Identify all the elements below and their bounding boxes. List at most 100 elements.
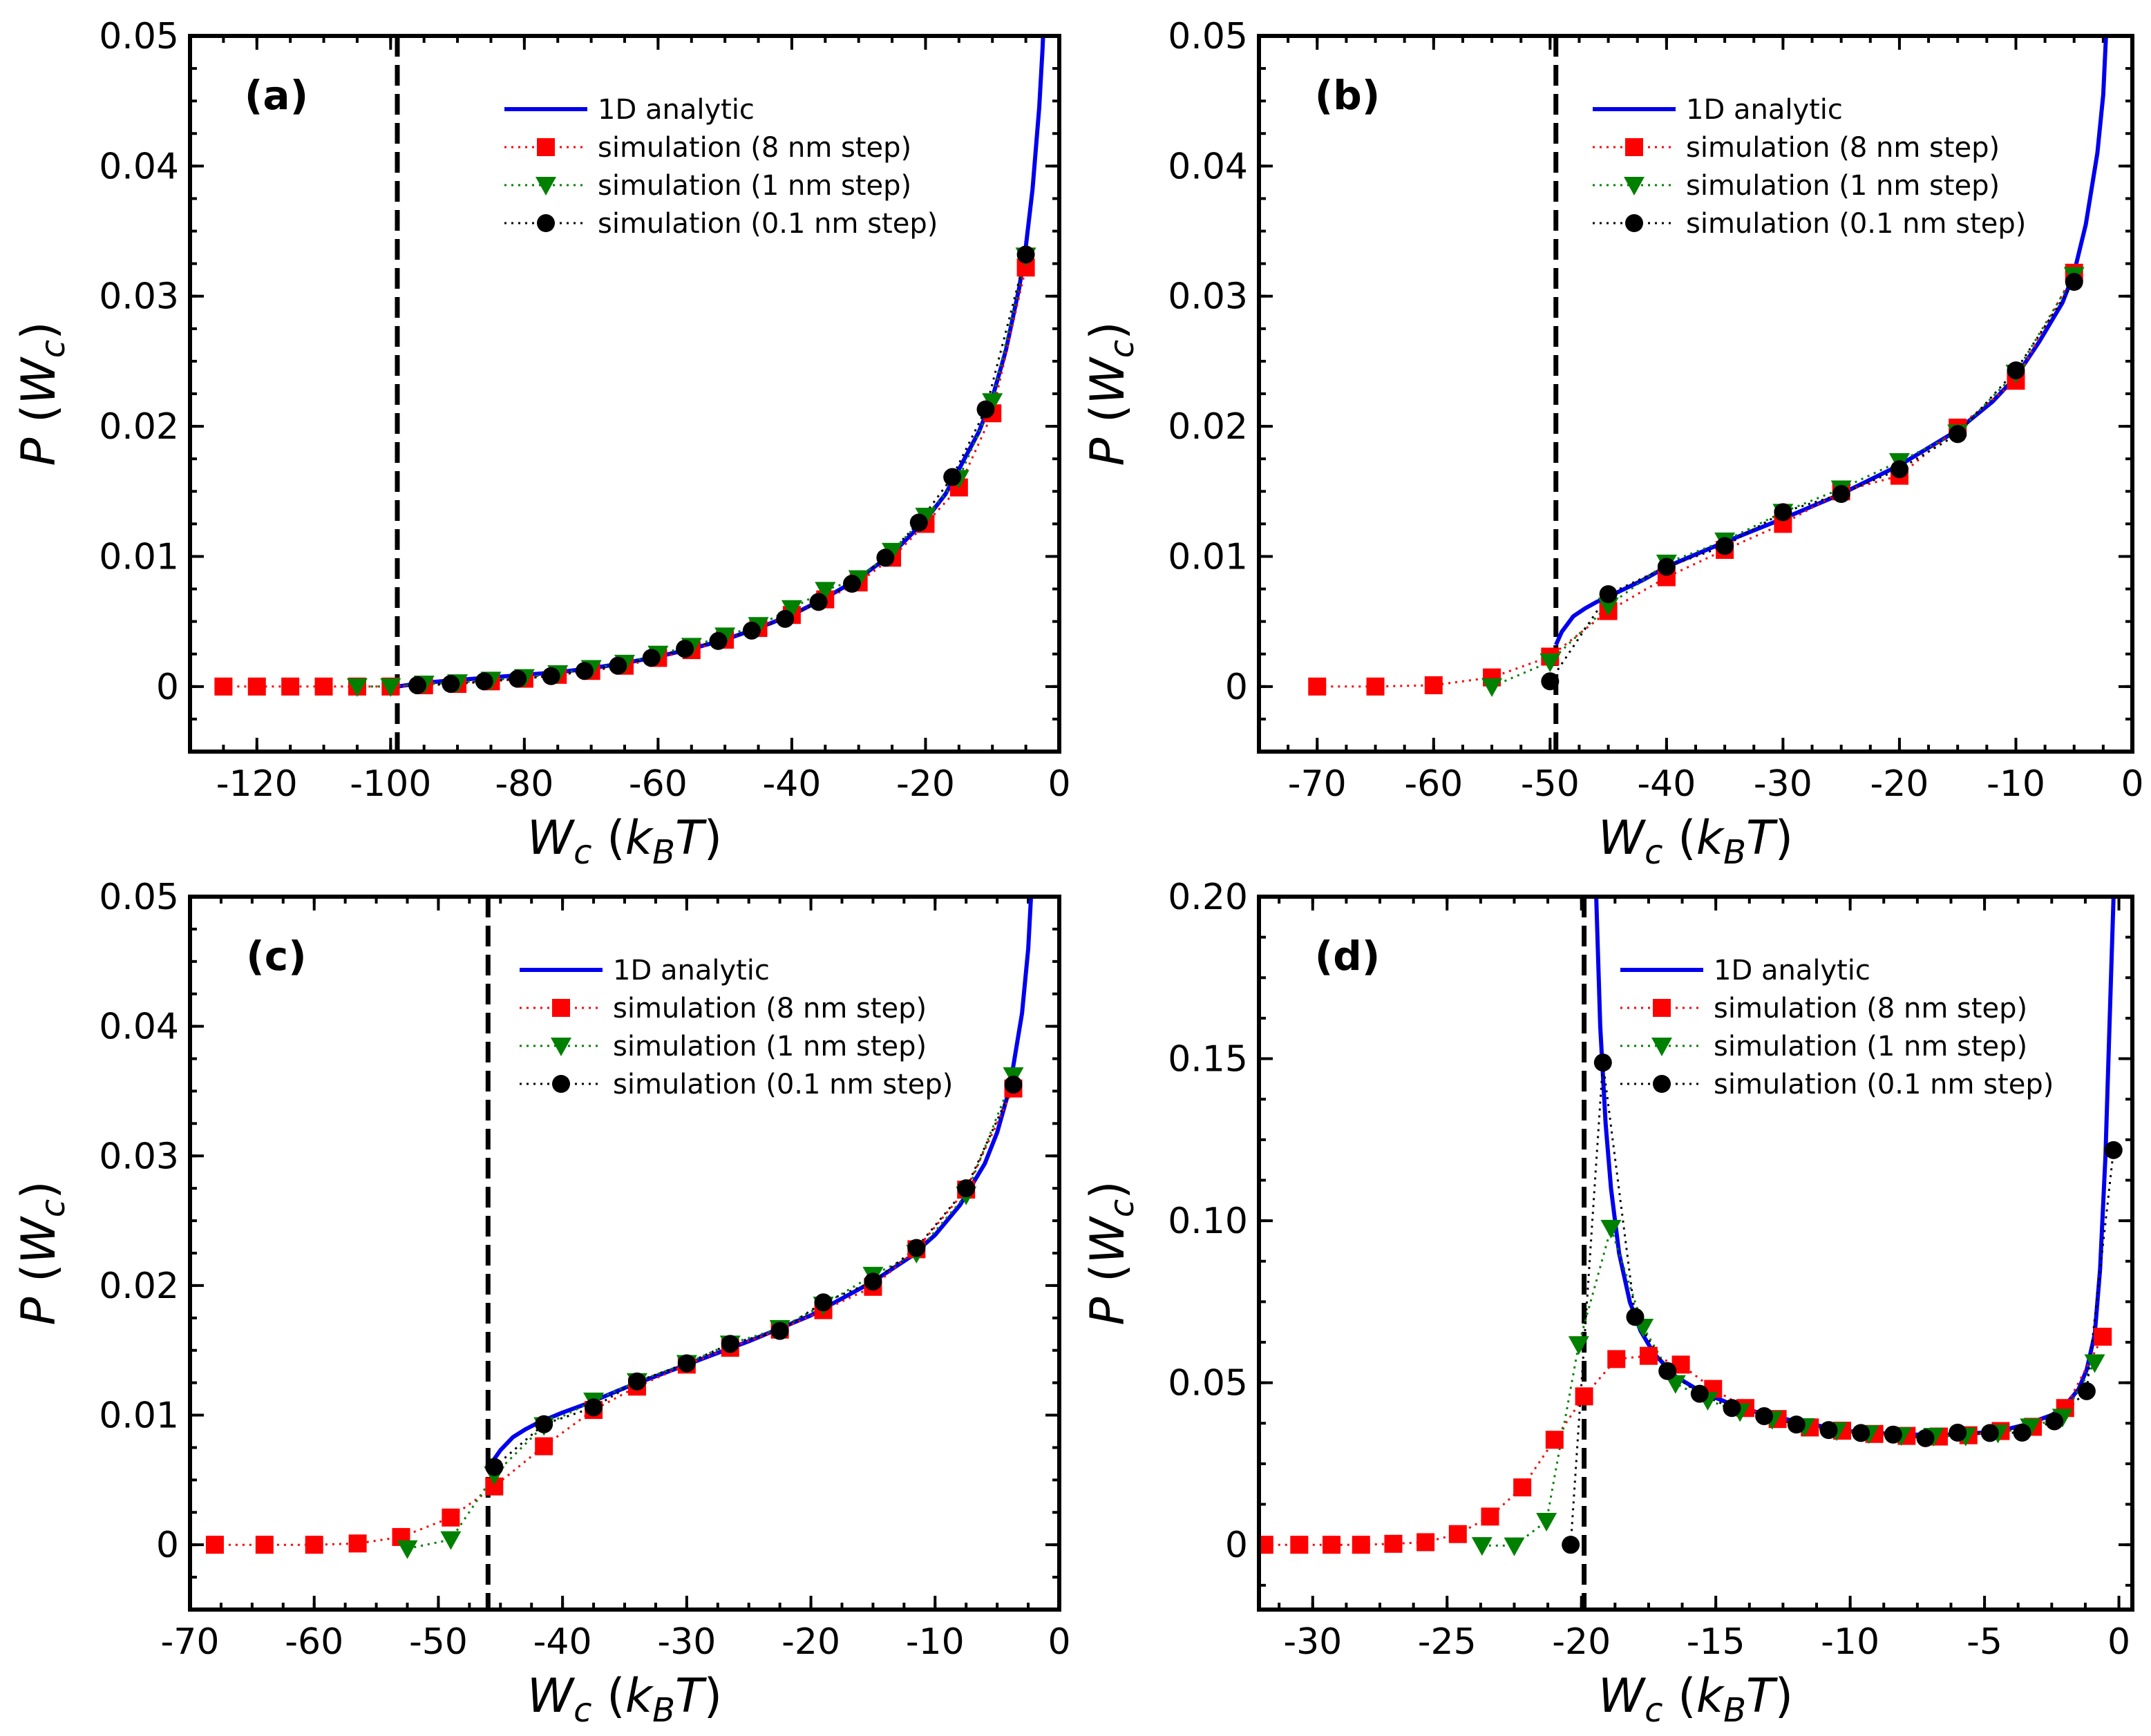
series-line (1481, 1224, 2096, 1547)
legend-label: simulation (8 nm step) (1686, 132, 2000, 164)
series-line (1317, 272, 2076, 688)
x-tick-label: -20 (1870, 763, 1929, 805)
data-point (976, 400, 995, 419)
data-point (1787, 1415, 1806, 1434)
data-point (1513, 1478, 1532, 1497)
y-tick-label: 0.20 (1168, 877, 1248, 918)
x-tick-label: -40 (762, 763, 821, 805)
data-point (2084, 1354, 2105, 1373)
y-axis-label: P (Wc) (1081, 1181, 1141, 1325)
data-point (1541, 672, 1560, 691)
x-tick-label: 0 (1048, 1621, 1070, 1663)
data-point (1308, 677, 1327, 696)
data-point (815, 582, 836, 601)
data-point (1568, 1336, 1589, 1355)
data-point (1607, 1350, 1626, 1368)
data-point (1323, 1536, 1341, 1554)
y-tick-label: 0.04 (1168, 146, 1248, 187)
data-point (627, 1372, 646, 1391)
data-point (1716, 537, 1734, 555)
data-point (2013, 1423, 2031, 1442)
data-point (205, 1536, 224, 1554)
series-line (417, 254, 1027, 687)
data-point (1600, 1219, 1622, 1239)
data-point (1504, 1537, 1525, 1556)
data-point (408, 676, 427, 694)
data-point (255, 1536, 274, 1554)
y-tick-label: 0 (156, 1525, 179, 1566)
legend-marker (552, 999, 570, 1017)
data-point (2077, 1382, 2096, 1400)
y-tick-label: 0.04 (99, 146, 179, 187)
x-tick-label: -60 (1404, 763, 1463, 805)
legend-marker (1653, 999, 1671, 1017)
data-point (1448, 1525, 1467, 1543)
data-point (380, 678, 401, 697)
data-point (642, 649, 661, 667)
data-point (1352, 1536, 1370, 1554)
y-axis-label: P (Wc) (12, 1181, 73, 1325)
legend-marker (536, 177, 556, 195)
x-axis-label: Wc (kBT) (527, 811, 722, 872)
series-line (1491, 274, 2075, 688)
legend-marker (537, 138, 555, 156)
data-point (1774, 503, 1792, 522)
panel-tag: (b) (1315, 72, 1381, 119)
analytic-curve (1554, 36, 2108, 646)
y-tick-label: 0.02 (99, 1266, 179, 1307)
data-point (1890, 460, 1908, 479)
data-point (1481, 678, 1503, 697)
data-point (809, 593, 828, 611)
legend-marker (551, 1038, 571, 1056)
legend-marker (1624, 177, 1645, 195)
data-point (442, 675, 460, 694)
legend-label: 1D analytic (1686, 94, 1843, 126)
y-tick-label: 0 (1225, 667, 1248, 708)
y-tick-label: 0.05 (1168, 1363, 1248, 1404)
legend-label: simulation (8 nm step) (598, 132, 911, 164)
x-tick-label: -40 (533, 1621, 592, 1663)
data-point (542, 667, 560, 685)
data-point (2065, 273, 2083, 292)
x-tick-label: -10 (906, 1621, 965, 1663)
data-point (214, 677, 233, 696)
data-point (1259, 1536, 1273, 1554)
x-tick-label: -5 (1967, 1621, 2002, 1663)
x-tick-label: -40 (1637, 763, 1696, 805)
data-point (1819, 1421, 1838, 1440)
data-point (982, 393, 1003, 412)
series-line (223, 267, 1027, 688)
data-point (1657, 557, 1676, 576)
legend-label: simulation (0.1 nm step) (1714, 1069, 2054, 1100)
data-point (2104, 1141, 2123, 1159)
x-tick-label: -10 (1987, 763, 2045, 805)
y-tick-label: 0.03 (99, 276, 179, 318)
data-point (1832, 485, 1850, 504)
y-axis-label: P (Wc) (12, 321, 73, 466)
data-point (1690, 1384, 1709, 1403)
data-point (1599, 585, 1618, 604)
data-point (1755, 1406, 1774, 1425)
data-point (509, 669, 527, 688)
series-line (357, 255, 1027, 688)
y-tick-label: 0.15 (1168, 1039, 1248, 1080)
legend-label: simulation (1 nm step) (613, 1031, 927, 1062)
x-tick-label: -10 (1821, 1621, 1879, 1663)
x-tick-label: -50 (409, 1621, 468, 1663)
legend-label: 1D analytic (1714, 955, 1870, 986)
legend-label: 1D analytic (598, 94, 755, 126)
y-tick-label: 0.05 (1168, 16, 1248, 57)
data-point (1539, 654, 1561, 673)
series-line (1264, 1336, 2104, 1546)
data-point (281, 677, 300, 696)
plot-frame (188, 895, 1061, 1612)
data-point (442, 1508, 460, 1527)
x-tick-label: -25 (1418, 1621, 1477, 1663)
data-point (1424, 676, 1443, 694)
x-tick-label: -60 (629, 763, 688, 805)
data-point (676, 640, 694, 658)
data-point (1481, 1507, 1499, 1526)
data-point (1626, 1308, 1645, 1326)
legend-label: simulation (0.1 nm step) (1686, 208, 2026, 240)
data-point (843, 575, 862, 593)
